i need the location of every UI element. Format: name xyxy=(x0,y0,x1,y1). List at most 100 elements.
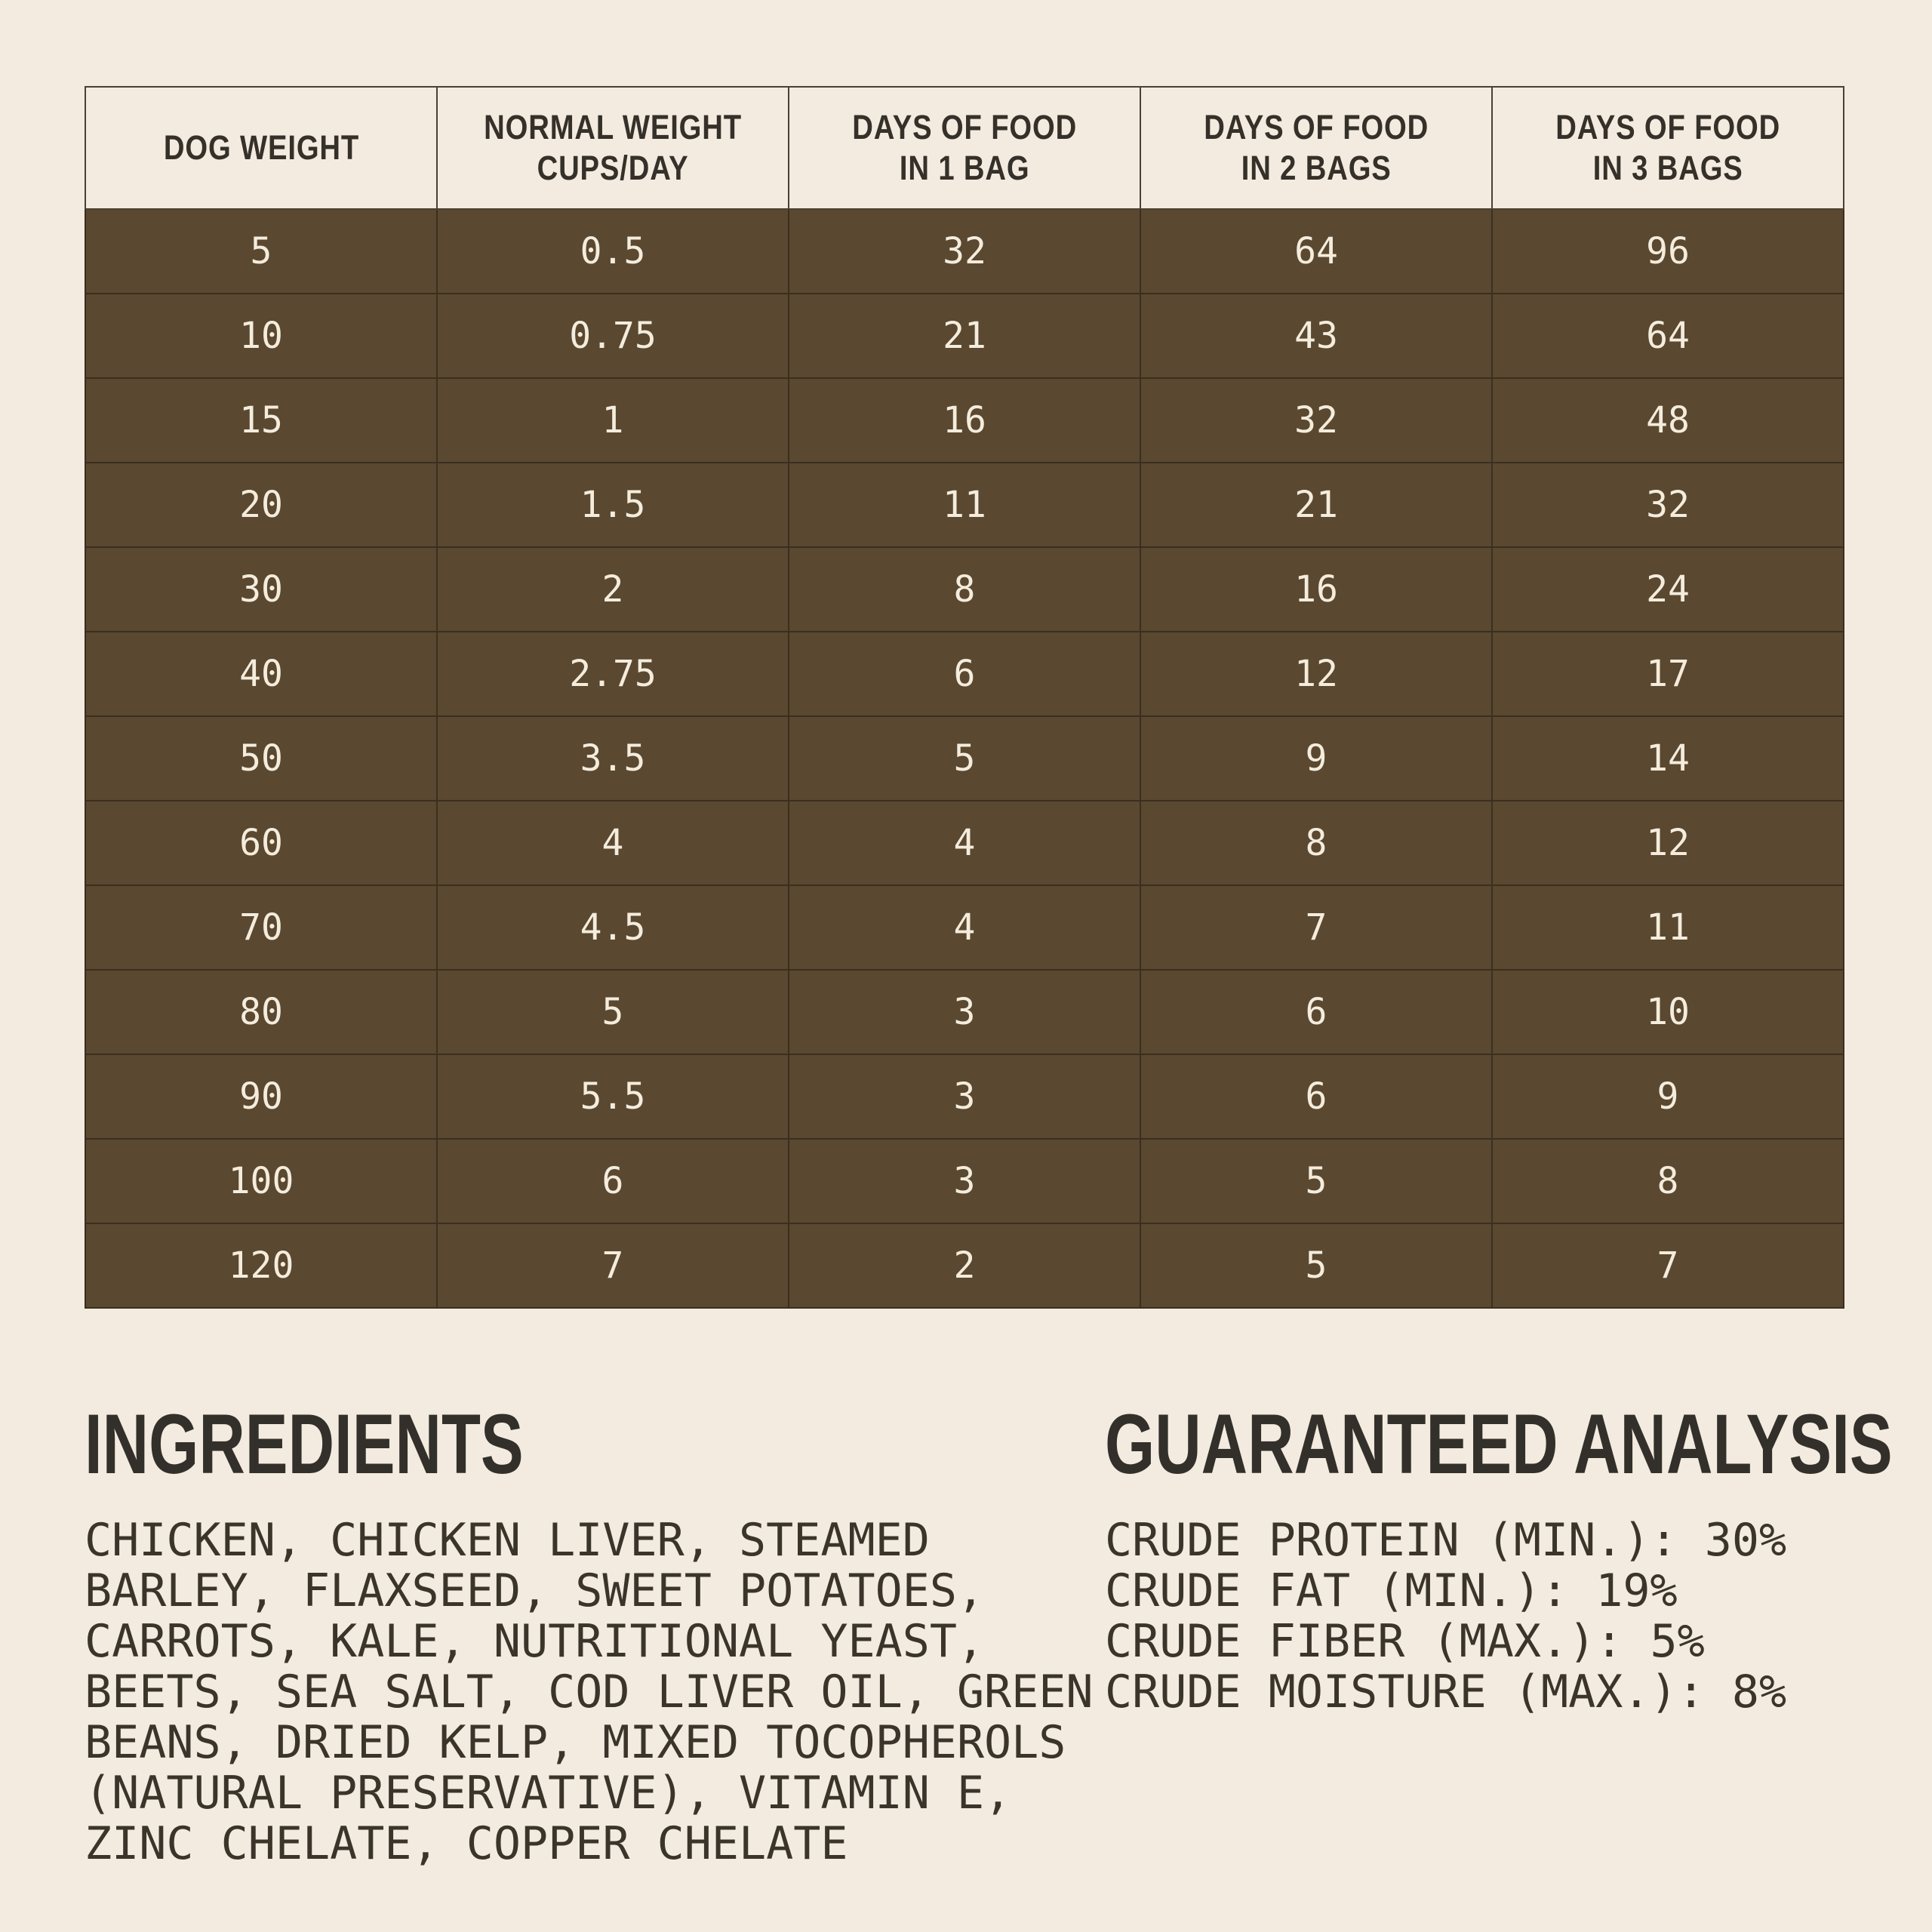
table-cell: 2 xyxy=(436,546,789,632)
table-cell: 6 xyxy=(1140,969,1493,1055)
table-cell: 100 xyxy=(85,1138,438,1224)
ingredients-text: CHICKEN, CHICKEN LIVER, STEAMED BARLEY, … xyxy=(85,1514,1094,1870)
table-cell: 64 xyxy=(1140,208,1493,294)
table-cell: 5 xyxy=(1140,1223,1493,1309)
table-cell: 5 xyxy=(1140,1138,1493,1224)
table-cell: 7 xyxy=(436,1223,789,1309)
column-header-days-1-bag: DAYS OF FOOD IN 1 BAG xyxy=(788,86,1141,210)
table-cell: 8 xyxy=(1140,800,1493,886)
table-row: 90 5.5 3 6 9 xyxy=(85,1054,1844,1140)
table-cell: 21 xyxy=(1140,462,1493,548)
column-header-days-3-bags: DAYS OF FOOD IN 3 BAGS xyxy=(1491,86,1844,210)
table-header-row: DOG WEIGHT NORMAL WEIGHT CUPS/DAY DAYS O… xyxy=(85,86,1844,210)
feeding-table-body: 5 0.5 32 64 96 10 0.75 21 43 64 15 1 16 32 48 20 1.5 11 21… xyxy=(85,208,1844,1309)
table-cell: 7 xyxy=(1140,884,1493,971)
analysis-title-text: GUARANTEED ANALYSIS xyxy=(1105,1397,1893,1491)
table-cell: 20 xyxy=(85,462,438,548)
table-cell: 5 xyxy=(436,969,789,1055)
table-cell: 90 xyxy=(85,1054,438,1140)
column-header-dog-weight: DOG WEIGHT xyxy=(85,86,438,210)
table-row: 120 7 2 5 7 xyxy=(85,1223,1844,1309)
column-header-cups-per-day: NORMAL WEIGHT CUPS/DAY xyxy=(436,86,789,210)
table-cell: 16 xyxy=(1140,546,1493,632)
table-row: 5 0.5 32 64 96 xyxy=(85,208,1844,294)
table-cell: 32 xyxy=(1140,377,1493,463)
table-cell: 14 xyxy=(1491,715,1844,801)
table-row: 20 1.5 11 21 32 xyxy=(85,462,1844,548)
column-header-label: DAYS OF FOOD IN 1 BAG xyxy=(852,108,1077,187)
table-cell: 2.75 xyxy=(436,631,789,717)
table-cell: 4 xyxy=(788,884,1141,971)
table-cell: 11 xyxy=(1491,884,1844,971)
table-cell: 8 xyxy=(1491,1138,1844,1224)
table-cell: 80 xyxy=(85,969,438,1055)
table-cell: 12 xyxy=(1491,800,1844,886)
table-cell: 3.5 xyxy=(436,715,789,801)
column-header-label: DAYS OF FOOD IN 2 BAGS xyxy=(1204,108,1429,187)
table-cell: 16 xyxy=(788,377,1141,463)
table-cell: 17 xyxy=(1491,631,1844,717)
table-cell: 21 xyxy=(788,293,1141,379)
table-cell: 96 xyxy=(1491,208,1844,294)
table-cell: 0.5 xyxy=(436,208,789,294)
column-header-label: NORMAL WEIGHT CUPS/DAY xyxy=(484,108,742,187)
table-cell: 8 xyxy=(788,546,1141,632)
table-row: 15 1 16 32 48 xyxy=(85,377,1844,463)
table-cell: 11 xyxy=(788,462,1141,548)
ingredients-title-text: INGREDIENTS xyxy=(85,1397,524,1491)
info-sections: INGREDIENTS CHICKEN, CHICKEN LIVER, STEA… xyxy=(85,1402,1893,1869)
feeding-guide-table: DOG WEIGHT NORMAL WEIGHT CUPS/DAY DAYS O… xyxy=(85,86,1844,1309)
ingredients-title: INGREDIENTS xyxy=(85,1402,1105,1487)
table-row: 100 6 3 5 8 xyxy=(85,1138,1844,1224)
table-cell: 3 xyxy=(788,969,1141,1055)
table-row: 30 2 8 16 24 xyxy=(85,546,1844,632)
table-cell: 43 xyxy=(1140,293,1493,379)
table-cell: 15 xyxy=(85,377,438,463)
table-cell: 2 xyxy=(788,1223,1141,1309)
table-row: 50 3.5 5 9 14 xyxy=(85,715,1844,801)
table-cell: 120 xyxy=(85,1223,438,1309)
table-cell: 24 xyxy=(1491,546,1844,632)
table-cell: 10 xyxy=(85,293,438,379)
table-cell: 4.5 xyxy=(436,884,789,971)
table-cell: 30 xyxy=(85,546,438,632)
table-cell: 5 xyxy=(85,208,438,294)
table-row: 80 5 3 6 10 xyxy=(85,969,1844,1055)
column-header-label: DOG WEIGHT xyxy=(163,128,359,167)
table-cell: 32 xyxy=(1491,462,1844,548)
table-cell: 64 xyxy=(1491,293,1844,379)
analysis-line-crude-protein: CRUDE PROTEIN (MIN.): 30% xyxy=(1105,1514,1787,1567)
table-cell: 1.5 xyxy=(436,462,789,548)
table-row: 40 2.75 6 12 17 xyxy=(85,631,1844,717)
analysis-line-crude-moisture: CRUDE MOISTURE (MAX.): 8% xyxy=(1105,1666,1787,1718)
table-cell: 7 xyxy=(1491,1223,1844,1309)
column-header-days-2-bags: DAYS OF FOOD IN 2 BAGS xyxy=(1140,86,1493,210)
table-cell: 32 xyxy=(788,208,1141,294)
table-cell: 12 xyxy=(1140,631,1493,717)
table-cell: 5.5 xyxy=(436,1054,789,1140)
table-cell: 50 xyxy=(85,715,438,801)
table-cell: 48 xyxy=(1491,377,1844,463)
table-cell: 0.75 xyxy=(436,293,789,379)
table-row: 70 4.5 4 7 11 xyxy=(85,884,1844,971)
table-cell: 1 xyxy=(436,377,789,463)
table-cell: 3 xyxy=(788,1054,1141,1140)
feeding-table-head: DOG WEIGHT NORMAL WEIGHT CUPS/DAY DAYS O… xyxy=(85,86,1844,210)
guaranteed-analysis-section: GUARANTEED ANALYSIS CRUDE PROTEIN (MIN.)… xyxy=(1105,1402,1932,1869)
table-cell: 6 xyxy=(788,631,1141,717)
table-cell: 6 xyxy=(1140,1054,1493,1140)
table-cell: 9 xyxy=(1140,715,1493,801)
table-cell: 9 xyxy=(1491,1054,1844,1140)
table-cell: 3 xyxy=(788,1138,1141,1224)
table-row: 10 0.75 21 43 64 xyxy=(85,293,1844,379)
table-cell: 6 xyxy=(436,1138,789,1224)
table-cell: 70 xyxy=(85,884,438,971)
table-cell: 4 xyxy=(436,800,789,886)
ingredients-section: INGREDIENTS CHICKEN, CHICKEN LIVER, STEA… xyxy=(85,1402,1105,1869)
table-cell: 5 xyxy=(788,715,1141,801)
analysis-line-crude-fat: CRUDE FAT (MIN.): 19% xyxy=(1105,1564,1678,1617)
column-header-label: DAYS OF FOOD IN 3 BAGS xyxy=(1555,108,1780,187)
table-cell: 4 xyxy=(788,800,1141,886)
table-cell: 10 xyxy=(1491,969,1844,1055)
analysis-line-crude-fiber: CRUDE FIBER (MAX.): 5% xyxy=(1105,1615,1705,1668)
